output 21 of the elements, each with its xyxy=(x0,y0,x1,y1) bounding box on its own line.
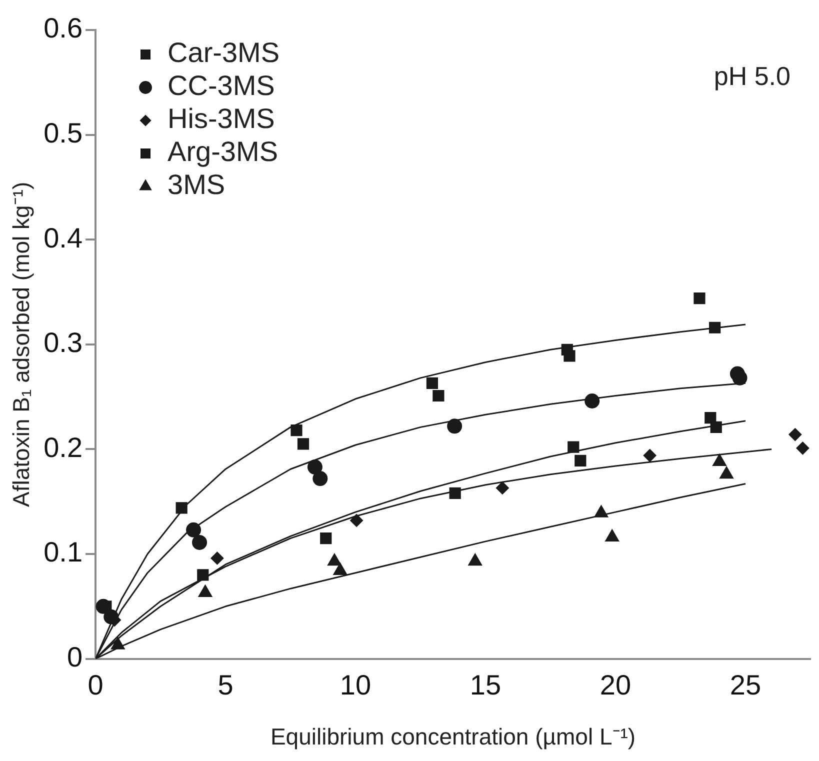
y-tick-label: 0.3 xyxy=(44,327,83,358)
x-tick-label: 15 xyxy=(470,669,502,700)
annotation: pH 5.0 xyxy=(714,61,790,92)
y-tick-label: 0.1 xyxy=(44,536,83,568)
x-tick-label: 0 xyxy=(88,669,104,700)
y-tick-label: 0.4 xyxy=(44,222,83,254)
y-axis-title: Aflatoxin B₁ adsorbed (mol kg⁻¹) xyxy=(8,182,34,507)
legend-label: CC-3MS xyxy=(168,70,275,102)
legend-label: 3MS xyxy=(168,169,226,200)
y-tick-label: 0.2 xyxy=(44,432,83,463)
x-tick-label: 25 xyxy=(730,669,762,700)
legend-label: Car-3MS xyxy=(168,37,280,68)
x-tick-label: 5 xyxy=(218,669,234,700)
x-tick-label: 10 xyxy=(340,669,372,700)
y-tick-label: 0.5 xyxy=(44,118,83,149)
x-axis-title: Equilibrium concentration (µmol L⁻¹) xyxy=(270,724,636,750)
legend-label: His-3MS xyxy=(168,103,275,134)
legend-label: Arg-3MS xyxy=(168,136,278,168)
y-tick-label: 0.6 xyxy=(44,12,83,44)
x-tick-label: 20 xyxy=(600,669,632,700)
y-tick-label: 0 xyxy=(66,642,83,673)
